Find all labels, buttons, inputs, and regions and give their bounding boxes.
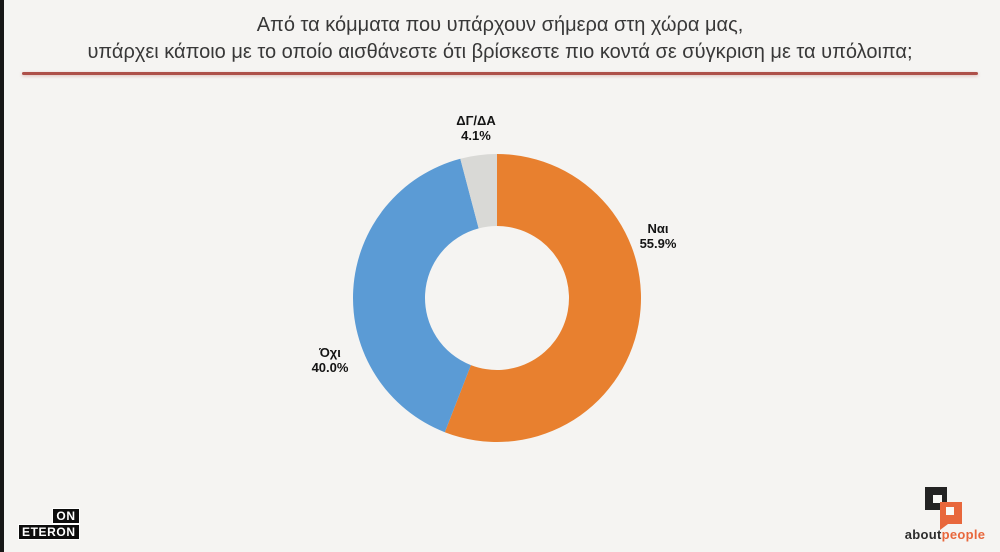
aboutpeople-orange-bubble <box>940 502 962 530</box>
question-title-line2: υπάρχει κάποιο με το οποίο αισθάνεστε ότ… <box>87 41 913 63</box>
slice-label-dgda-name: ΔΓ/ΔΑ <box>456 113 496 128</box>
aboutpeople-text-about: about <box>904 527 942 542</box>
donut-slice-1 <box>444 154 641 442</box>
title-divider <box>22 72 978 75</box>
question-title: Από τα κόμματα που υπάρχουν σήμερα στη χ… <box>20 12 980 66</box>
donut-slice-3 <box>460 154 497 229</box>
eteron-logo-eteron-box: ETERON <box>18 524 80 540</box>
aboutpeople-logo-text: aboutpeople <box>905 527 986 542</box>
slice-label-nai-value: 55.9% <box>639 236 677 251</box>
slice-label-ohi-value: 40.0% <box>311 360 349 375</box>
aboutpeople-orange-bubble-hole <box>946 507 954 515</box>
donut-slice-2 <box>353 158 479 433</box>
slice-label-ohi: Όχι 40.0% <box>312 345 349 375</box>
slice-label-ohi-name: Όχι <box>319 345 341 360</box>
slice-label-nai: Ναι 55.9% <box>640 221 677 251</box>
aboutpeople-text-people: people <box>941 527 986 542</box>
aboutpeople-black-bubble-hole <box>933 495 942 503</box>
eteron-logo: ON ETERON <box>18 508 80 540</box>
slice-label-nai-name: Ναι <box>647 221 669 236</box>
aboutpeople-logo-icon <box>925 487 962 530</box>
slice-label-dgda: ΔΓ/ΔΑ 4.1% <box>456 113 496 143</box>
slice-label-dgda-value: 4.1% <box>461 128 491 143</box>
question-title-line1: Από τα κόμματα που υπάρχουν σήμερα στη χ… <box>256 14 744 36</box>
left-black-edge <box>0 0 4 552</box>
eteron-logo-on-box: ON <box>52 508 80 524</box>
